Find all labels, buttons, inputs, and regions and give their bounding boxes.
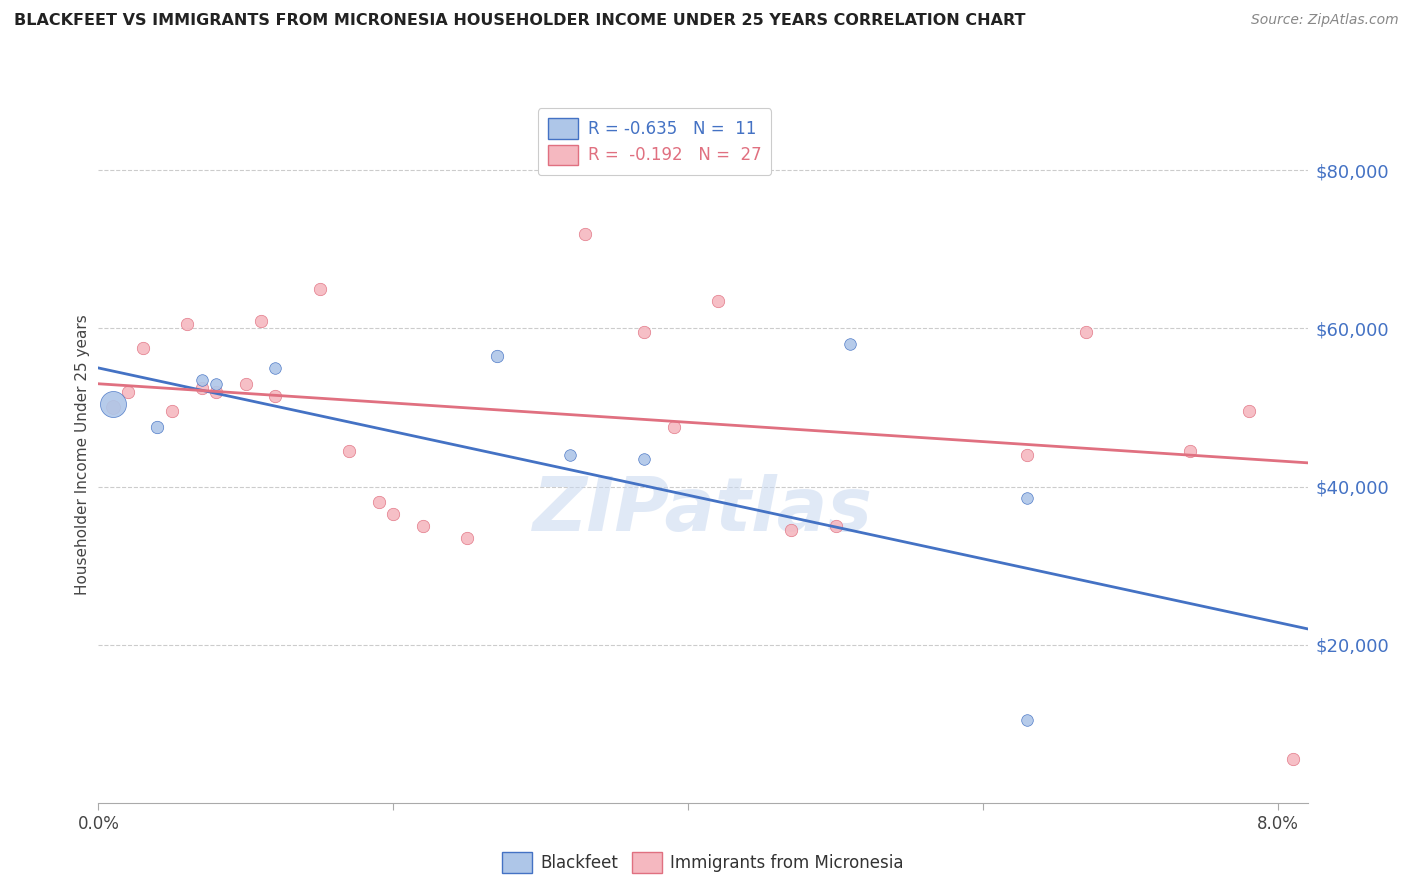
Point <box>235 376 257 391</box>
Point <box>131 341 153 355</box>
Point <box>662 420 685 434</box>
Point <box>205 376 228 391</box>
Point <box>101 396 124 410</box>
Point <box>205 384 228 399</box>
Legend: R = -0.635   N =  11, R =  -0.192   N =  27: R = -0.635 N = 11, R = -0.192 N = 27 <box>538 109 772 175</box>
Point <box>706 293 728 308</box>
Point <box>633 451 655 466</box>
Point <box>824 519 846 533</box>
Point <box>264 361 287 376</box>
Point <box>1237 404 1260 418</box>
Point <box>176 318 198 332</box>
Point <box>574 227 596 241</box>
Point <box>337 444 360 458</box>
Point <box>839 337 862 351</box>
Point <box>412 519 434 533</box>
Y-axis label: Householder Income Under 25 years: Householder Income Under 25 years <box>75 315 90 595</box>
Point <box>190 381 212 395</box>
Point <box>367 495 389 509</box>
Point <box>456 531 478 545</box>
Point <box>1017 448 1039 462</box>
Text: ZIPatlas: ZIPatlas <box>533 474 873 547</box>
Text: BLACKFEET VS IMMIGRANTS FROM MICRONESIA HOUSEHOLDER INCOME UNDER 25 YEARS CORREL: BLACKFEET VS IMMIGRANTS FROM MICRONESIA … <box>14 13 1025 29</box>
Legend: Blackfeet, Immigrants from Micronesia: Blackfeet, Immigrants from Micronesia <box>496 846 910 880</box>
Point <box>308 282 330 296</box>
Point <box>190 373 212 387</box>
Point <box>101 401 124 415</box>
Point <box>1017 713 1039 727</box>
Point <box>382 507 405 521</box>
Point <box>160 404 183 418</box>
Point <box>1178 444 1201 458</box>
Point <box>117 384 139 399</box>
Point <box>146 420 169 434</box>
Text: Source: ZipAtlas.com: Source: ZipAtlas.com <box>1251 13 1399 28</box>
Point <box>264 389 287 403</box>
Point <box>485 349 508 363</box>
Point <box>633 326 655 340</box>
Point <box>249 313 271 327</box>
Point <box>1017 491 1039 506</box>
Point <box>1282 752 1305 766</box>
Point <box>780 523 803 537</box>
Point <box>560 448 582 462</box>
Point <box>1076 326 1098 340</box>
